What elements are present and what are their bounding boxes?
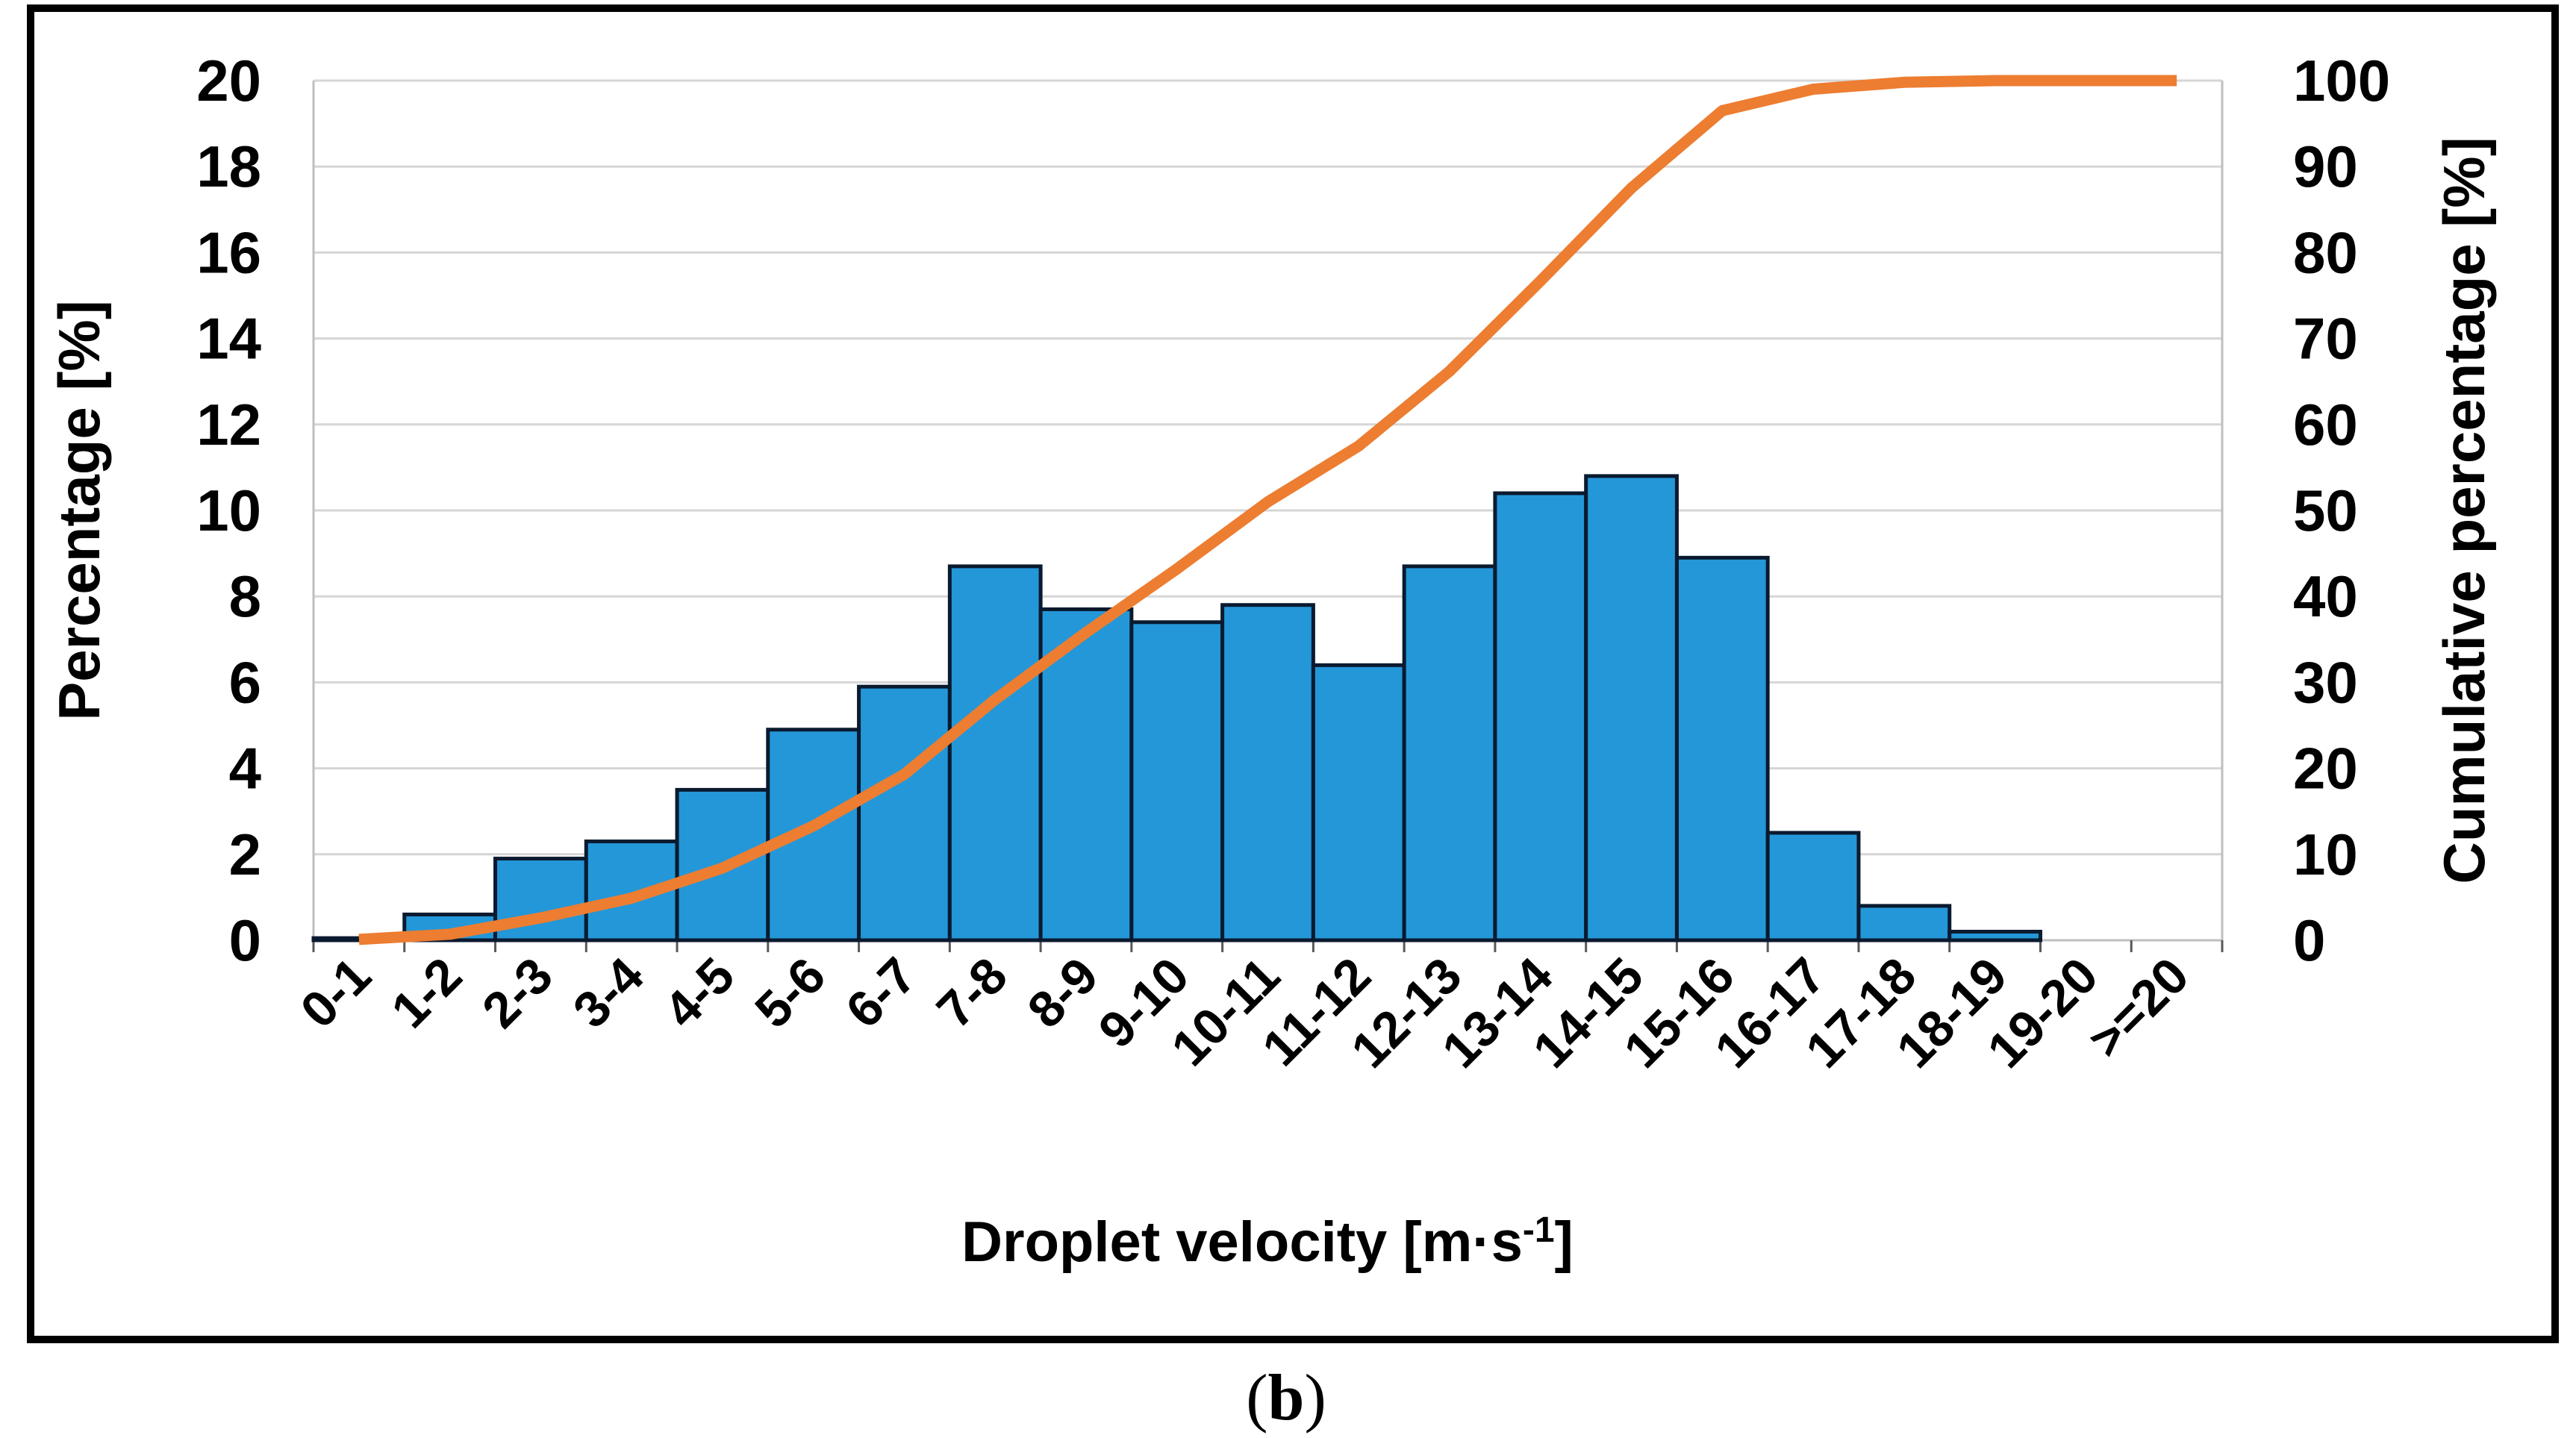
caption-open-paren: ( xyxy=(1246,1362,1267,1434)
x-axis-title-close: ] xyxy=(1555,1210,1574,1274)
bar-10-11 xyxy=(1220,603,1315,942)
bar-11-12 xyxy=(1311,663,1406,942)
bar-13-14 xyxy=(1493,491,1588,942)
bar-6-7 xyxy=(857,684,952,942)
x-axis-title-superscript: -1 xyxy=(1523,1210,1555,1250)
right-axis-tick-label: 70 xyxy=(2293,306,2358,372)
right-axis-title: Cumulative percentage [%] xyxy=(2431,137,2497,884)
right-axis-tick-label: 60 xyxy=(2293,392,2358,457)
left-axis-tick-label: 10 xyxy=(196,478,261,543)
bar-17-18 xyxy=(1856,904,1952,942)
bar-7-8 xyxy=(947,564,1043,942)
x-axis-title: Droplet velocity [m·s-1] xyxy=(961,1210,1574,1274)
figure-caption: (b) xyxy=(1246,1362,1326,1434)
left-axis-tick-label: 8 xyxy=(229,563,261,629)
left-axis-title: Percentage [%] xyxy=(46,300,112,721)
bar-3-4 xyxy=(584,840,679,942)
bar-12-13 xyxy=(1402,564,1497,942)
left-axis-tick-label: 12 xyxy=(196,392,261,457)
left-axis-tick-label: 14 xyxy=(196,306,261,372)
right-axis-tick-label: 80 xyxy=(2293,219,2358,285)
left-axis-tick-label: 18 xyxy=(196,134,261,199)
left-axis-tick-label: 2 xyxy=(229,822,261,887)
right-axis-tick-label: 40 xyxy=(2293,563,2358,629)
left-axis-tick-label: 0 xyxy=(229,907,261,973)
caption-close-paren: ) xyxy=(1304,1362,1326,1434)
right-axis-tick-label: 10 xyxy=(2293,822,2358,887)
right-axis-tick-label: 90 xyxy=(2293,134,2358,199)
bar-18-19 xyxy=(1947,929,2042,942)
bar-9-10 xyxy=(1129,620,1225,942)
cumulative-percentage-line xyxy=(358,75,2177,945)
right-axis-tick-label: 100 xyxy=(2293,48,2390,113)
x-axis-title-main: Droplet velocity [m·s xyxy=(961,1210,1523,1274)
right-axis-tick-label: 0 xyxy=(2293,907,2325,973)
bar-16-17 xyxy=(1765,831,1861,942)
bar-15-16 xyxy=(1674,555,1770,942)
right-axis-tick-label: 20 xyxy=(2293,736,2358,801)
left-axis-tick-label: 4 xyxy=(229,736,261,801)
left-axis-tick-label: 16 xyxy=(196,219,261,285)
left-axis-tick-label: 20 xyxy=(196,48,261,113)
right-axis-tick-label: 30 xyxy=(2293,649,2358,715)
caption-letter: b xyxy=(1268,1362,1305,1434)
left-axis-tick-label: 6 xyxy=(229,649,261,715)
right-axis-tick-label: 50 xyxy=(2293,478,2358,543)
bar-8-9 xyxy=(1038,607,1134,942)
bar-14-15 xyxy=(1584,474,1679,942)
